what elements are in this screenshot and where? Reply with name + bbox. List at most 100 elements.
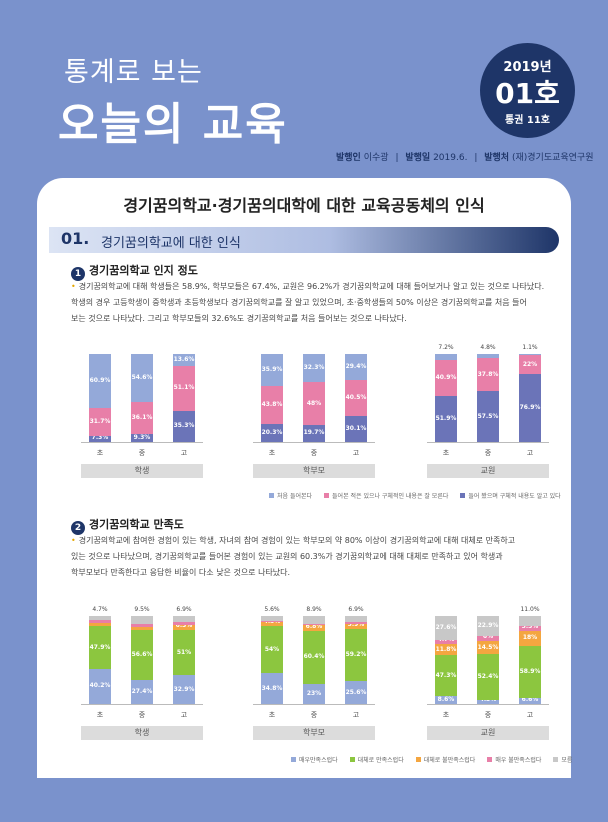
page-number: 01	[294, 790, 314, 805]
bar-segment	[435, 640, 457, 645]
bar-segment	[477, 354, 499, 359]
legend-swatch	[349, 757, 355, 762]
paragraph-line: 있는 것으로 나타났으며, 경기꿈의학교를 들어본 경험이 있는 교원의 60.…	[71, 549, 551, 565]
bar-segment	[519, 646, 541, 699]
bar-segment	[173, 616, 195, 623]
bar-학생-초: 40.2%47.9%3.9%	[89, 616, 111, 704]
data-label: 6.3%	[175, 622, 193, 630]
part1-paragraph: • 경기꿈의학교에 대해 학생들은 58.9%, 학부모들은 67.4%, 교원은…	[71, 279, 551, 327]
header-subtitle: 통계로 보는	[64, 57, 203, 88]
paragraph-line: 학부모보다 만족한다고 응답한 비율이 다소 낮은 것으로 나타났다.	[71, 565, 551, 581]
awareness-chart-legend: 처음 들어본다 들어본 적은 있으나 구체적인 내용은 잘 모른다 들어 봤으며 구…	[257, 491, 561, 500]
bar-segment	[519, 354, 541, 355]
bar-segment	[345, 415, 367, 442]
legend-text: 매우 불만족스럽다	[495, 757, 542, 764]
data-label: 27.4%	[131, 687, 153, 695]
paragraph-line: 학생의 경우 고등학생이 중학생과 초등학생보다 경기꿈의학교를 잘 알고 있었…	[71, 295, 551, 311]
legend-swatch	[553, 757, 559, 762]
bar-교원-고: 76.9% 22%	[519, 354, 541, 442]
bar-segment	[89, 623, 111, 627]
bar-segment	[173, 622, 195, 625]
bar-학부모-초: 20.3% 43.8% 35.9%	[261, 354, 283, 442]
data-label: 48%	[306, 399, 322, 407]
bar-segment	[477, 636, 499, 642]
data-label: 14.5%	[477, 643, 499, 651]
bar-segment	[131, 679, 153, 704]
legend-text: 들어 봤으며 구체적 내용도 알고 있다	[468, 493, 561, 500]
bar-segment	[519, 698, 541, 704]
number-marker: 1	[71, 267, 85, 281]
part2-paragraph: • 경기꿈의학교에 참여한 경험이 있는 학생, 자녀의 참여 경험이 있는 학부…	[71, 533, 551, 581]
bar-segment	[303, 623, 325, 625]
axis-line	[253, 704, 375, 705]
bar-교원-고: 6.6% 58.9% 18% 5.5%	[519, 616, 541, 704]
data-label: 54.6%	[131, 374, 153, 382]
bar-segment	[89, 435, 111, 442]
bar-segment	[477, 358, 499, 392]
bar-학생-초: 7.3% 31.7% 60.9%	[89, 354, 111, 442]
data-label: 58.9%	[519, 668, 541, 676]
bar-segment	[477, 641, 499, 655]
data-label: 25.6%	[345, 688, 367, 696]
data-label: 47.3%	[435, 671, 457, 679]
legend-text: 처음 들어본다	[277, 493, 313, 500]
data-label: 13.6%	[173, 355, 195, 363]
data-label: 18%	[522, 634, 538, 642]
data-label: 5.6%	[264, 606, 280, 613]
data-label: 32.9%	[173, 685, 195, 693]
section-header: 01. 경기꿈의학교에 대한 인식	[49, 227, 559, 253]
bar-segment	[173, 410, 195, 442]
category-label: 중	[138, 711, 146, 719]
bar-segment	[131, 354, 153, 403]
bar-segment	[89, 626, 111, 669]
legend-item: 들어 봤으며 구체적 내용도 알고 있다	[460, 493, 561, 500]
data-label: 8.6%	[437, 696, 455, 703]
legend-item: 들어본 적은 있으나 구체적인 내용은 잘 모른다	[324, 493, 448, 500]
data-label: 35.3%	[173, 422, 195, 430]
bar-segment	[345, 379, 367, 416]
bar-학부모-초: 34.8%54%4.5%	[261, 616, 283, 704]
bar-segment	[435, 654, 457, 697]
bar-segment	[89, 354, 111, 408]
data-label: 4.8%	[480, 344, 496, 351]
data-label: 6.8%	[305, 622, 323, 630]
data-label: 27.6%	[435, 624, 457, 632]
legend-swatch	[487, 757, 493, 762]
bar-segment	[261, 616, 283, 621]
category-label: 초	[268, 449, 276, 457]
bar-segment	[435, 396, 457, 442]
publish-date: 2019.6.	[433, 153, 468, 163]
category-label: 초	[96, 711, 104, 719]
bar-교원-초: 51.9% 40.9%	[435, 354, 457, 442]
paragraph-line: • 경기꿈의학교에 참여한 경험이 있는 학생, 자녀의 참여 경험이 있는 학부…	[71, 533, 551, 549]
bar-segment	[261, 424, 283, 442]
data-label: 5.9%	[347, 621, 365, 629]
data-label: 57.5%	[477, 412, 499, 420]
data-label: 40.9%	[435, 374, 457, 382]
data-label: 40.5%	[345, 393, 367, 401]
data-label: 47.9%	[89, 643, 111, 651]
bar-segment	[131, 624, 153, 628]
bar-교원-중: 57.5% 37.8%	[477, 354, 499, 442]
data-label: 54%	[264, 645, 280, 653]
bar-segment	[519, 374, 541, 442]
data-label: 59.2%	[345, 651, 367, 659]
group-label: 학생	[81, 726, 203, 740]
category-label: 중	[484, 711, 492, 719]
data-label: 35.9%	[261, 365, 283, 373]
header: 통계로 보는 오늘의 교육 2019년 01호 통권 11호 발행인 이수광 |…	[0, 0, 608, 178]
bar-segment	[477, 700, 499, 704]
bar-segment	[89, 616, 111, 621]
bar-segment	[345, 629, 367, 682]
bar-segment	[131, 616, 153, 625]
part2-heading: 2 경기꿈의학교 만족도	[71, 516, 184, 535]
category-label: 고	[352, 449, 360, 457]
bar-학부모-고: 25.6% 59.2% 5.9%	[345, 616, 367, 704]
bar-segment	[261, 385, 283, 425]
data-label: 5.5%	[521, 622, 539, 630]
data-label: 51.9%	[435, 415, 457, 423]
bar-segment	[173, 624, 195, 631]
bar-segment	[435, 696, 457, 704]
org-label: 발행처	[484, 153, 510, 163]
legend-item: 처음 들어본다	[269, 493, 312, 500]
